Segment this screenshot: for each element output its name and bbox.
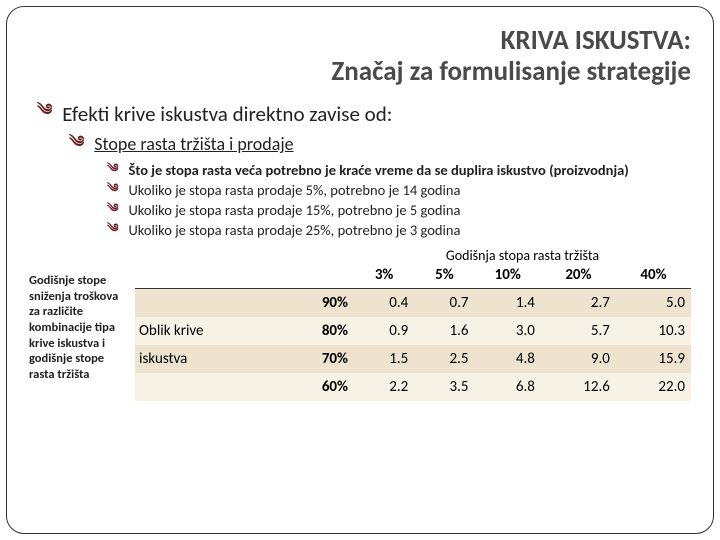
slide-title: KRIVA ISKUSTVA: Značaj za formulisanje s… — [29, 25, 691, 87]
cell: 10.3 — [616, 317, 691, 345]
cell: 5.0 — [616, 289, 691, 318]
slide-frame: KRIVA ISKUSTVA: Značaj za formulisanje s… — [6, 6, 714, 534]
cell: 12.6 — [541, 373, 616, 401]
col-header: 3% — [354, 266, 414, 289]
row-shape: 90% — [280, 289, 354, 318]
rowgroup-label: iskustva — [135, 345, 280, 373]
empty-header — [280, 245, 354, 266]
cell: 15.9 — [616, 345, 691, 373]
table-row: 90% 0.4 0.7 1.4 2.7 5.0 — [135, 289, 691, 318]
cell: 2.7 — [541, 289, 616, 318]
row-shape: 70% — [280, 345, 354, 373]
col-header: 20% — [541, 266, 616, 289]
bullet-level3-text: Što je stopa rasta veća potrebno je krać… — [128, 161, 628, 179]
bullet-level2-text: Stope rasta tržišta i prodaje — [94, 133, 293, 155]
col-header: 5% — [414, 266, 474, 289]
bullet-level2: ༄ Stope rasta tržišta i prodaje — [69, 133, 691, 155]
cell: 6.8 — [475, 373, 541, 401]
cell: 3.5 — [414, 373, 474, 401]
row-shape: 60% — [280, 373, 354, 401]
swirl-icon: ༄ — [107, 221, 118, 235]
cell: 1.4 — [475, 289, 541, 318]
cell: 4.8 — [475, 345, 541, 373]
data-table: Godišnja stopa rasta tržišta 3% 5% 10% 2… — [135, 245, 691, 401]
bullet-level3-text: Ukoliko je stopa rasta prodaje 5%, potre… — [128, 181, 460, 199]
bullet-level1: ༄ Efekti krive iskustva direktno zavise … — [37, 101, 691, 127]
cell: 2.5 — [414, 345, 474, 373]
bullet-level1-text: Efekti krive iskustva direktno zavise od… — [62, 101, 392, 127]
data-table-wrap: Godišnja stopa rasta tržišta 3% 5% 10% 2… — [135, 245, 691, 401]
table-row: 60% 2.2 3.5 6.8 12.6 22.0 — [135, 373, 691, 401]
col-header: 40% — [616, 266, 691, 289]
bullet-level3-item: ༄ Što je stopa rasta veća potrebno je kr… — [107, 161, 691, 179]
table-row: iskustva 70% 1.5 2.5 4.8 9.0 15.9 — [135, 345, 691, 373]
rowgroup-label — [135, 373, 280, 401]
col-header: 10% — [475, 266, 541, 289]
row-shape: 80% — [280, 317, 354, 345]
super-header: Godišnja stopa rasta tržišta — [354, 245, 691, 266]
cell: 2.2 — [354, 373, 414, 401]
swirl-icon: ༄ — [107, 181, 118, 195]
table-section: Godišnje stope sniženja troškova za razl… — [29, 245, 691, 401]
cell: 0.9 — [354, 317, 414, 345]
cell: 0.7 — [414, 289, 474, 318]
swirl-icon: ༄ — [69, 133, 84, 152]
cell: 22.0 — [616, 373, 691, 401]
bullet-level3-item: ༄ Ukoliko je stopa rasta prodaje 5%, pot… — [107, 181, 691, 199]
bullet-level3-text: Ukoliko je stopa rasta prodaje 25%, potr… — [128, 221, 460, 239]
rowgroup-header — [280, 266, 354, 289]
empty-header — [135, 245, 280, 266]
side-note: Godišnje stope sniženja troškova za razl… — [29, 245, 127, 401]
cell: 9.0 — [541, 345, 616, 373]
cell: 3.0 — [475, 317, 541, 345]
rowgroup-header — [135, 266, 280, 289]
bullet-level3-item: ༄ Ukoliko je stopa rasta prodaje 15%, po… — [107, 201, 691, 219]
rowgroup-label: Oblik krive — [135, 317, 280, 345]
bullet-level3-text: Ukoliko je stopa rasta prodaje 15%, potr… — [128, 201, 460, 219]
table-row: Oblik krive 80% 0.9 1.6 3.0 5.7 10.3 — [135, 317, 691, 345]
cell: 1.6 — [414, 317, 474, 345]
title-line-1: KRIVA ISKUSTVA: — [29, 25, 691, 56]
title-line-2: Značaj za formulisanje strategije — [29, 56, 691, 87]
bullet-level3-item: ༄ Ukoliko je stopa rasta prodaje 25%, po… — [107, 221, 691, 239]
swirl-icon: ༄ — [107, 161, 118, 175]
rowgroup-label — [135, 289, 280, 318]
swirl-icon: ༄ — [37, 101, 52, 120]
cell: 0.4 — [354, 289, 414, 318]
cell: 5.7 — [541, 317, 616, 345]
swirl-icon: ༄ — [107, 201, 118, 215]
cell: 1.5 — [354, 345, 414, 373]
